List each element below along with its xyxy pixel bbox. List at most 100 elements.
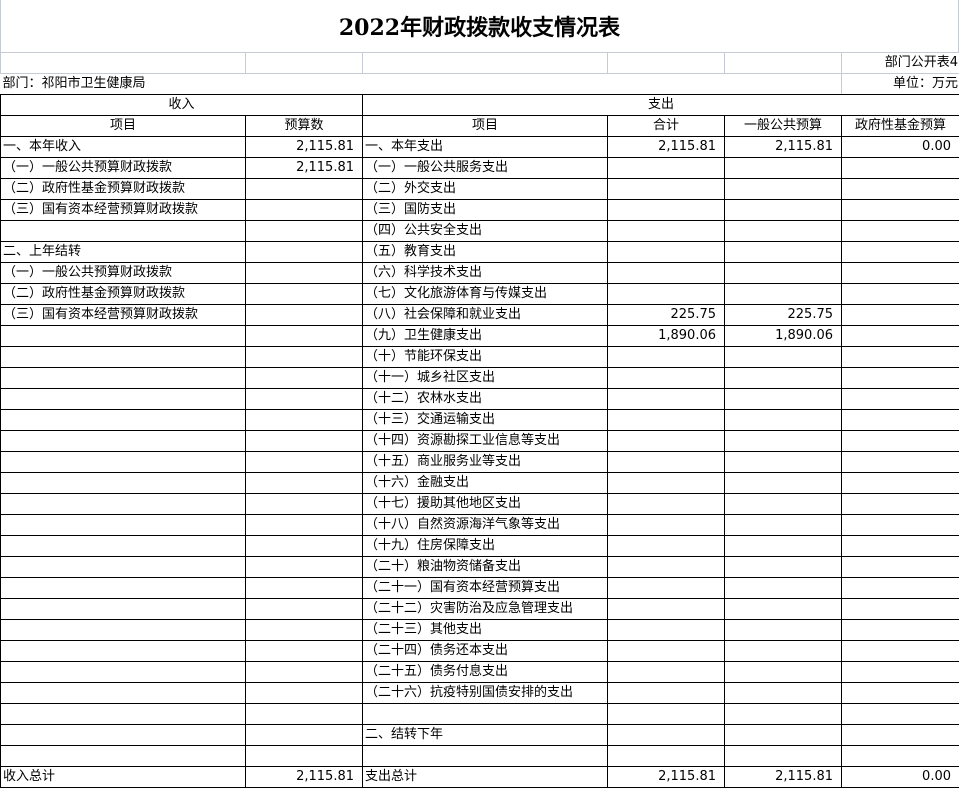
expense-item-cell: （二十三）其他支出: [363, 620, 608, 641]
table-row: （十一）城乡社区支出: [1, 368, 959, 389]
expense-fund-cell: [842, 263, 959, 284]
table-row: （三）国有资本经营预算财政拨款（三）国防支出: [1, 200, 959, 221]
income-item-cell: （二）政府性基金预算财政拨款: [1, 179, 246, 200]
expense-general-cell: [725, 347, 842, 368]
expense-total-cell: [608, 221, 725, 242]
expense-fund-cell: [842, 536, 959, 557]
expense-fund-cell: [842, 515, 959, 536]
expense-item-cell: （八）社会保障和就业支出: [363, 305, 608, 326]
expense-total-cell: [608, 158, 725, 179]
expense-item-cell: （十九）住房保障支出: [363, 536, 608, 557]
table-row: （二十）粮油物资储备支出: [1, 557, 959, 578]
income-amount-cell: [246, 704, 363, 725]
table-row: （十三）交通运输支出: [1, 410, 959, 431]
expense-fund-cell: [842, 242, 959, 263]
expense-fund-cell: [842, 368, 959, 389]
table-row: （十九）住房保障支出: [1, 536, 959, 557]
income-amount-cell: [246, 284, 363, 305]
expense-item-cell: （二十二）灾害防治及应急管理支出: [363, 599, 608, 620]
income-header: 收入: [1, 95, 363, 116]
expense-item-cell: （十二）农林水支出: [363, 389, 608, 410]
column-header-row: 项目 预算数 项目 合计 一般公共预算 政府性基金预算: [1, 116, 959, 137]
expense-fund-cell: [842, 431, 959, 452]
expense-fund-cell: [842, 284, 959, 305]
expense-total-cell: [608, 389, 725, 410]
table-row: （二十三）其他支出: [1, 620, 959, 641]
expense-item-cell: （二十一）国有资本经营预算支出: [363, 578, 608, 599]
expense-fund-cell: [842, 452, 959, 473]
expense-item-cell: （二十）粮油物资储备支出: [363, 557, 608, 578]
expense-item-cell: 二、结转下年: [363, 725, 608, 746]
income-item-cell: [1, 389, 246, 410]
expense-item-cell: （二十六）抗疫特别国债安排的支出: [363, 683, 608, 704]
form-number-row: 部门公开表4: [1, 53, 959, 74]
expense-item-cell: 支出总计: [363, 767, 608, 788]
income-item-cell: （一）一般公共预算财政拨款: [1, 158, 246, 179]
expense-fund-cell: [842, 683, 959, 704]
expense-header: 支出: [363, 95, 959, 116]
expense-item-cell: （六）科学技术支出: [363, 263, 608, 284]
income-item-header: 项目: [1, 116, 246, 137]
expense-general-cell: [725, 200, 842, 221]
expense-total-cell: 1,890.06: [608, 326, 725, 347]
expense-general-cell: [725, 389, 842, 410]
expense-fund-cell: [842, 704, 959, 725]
expense-general-cell: [725, 620, 842, 641]
income-item-cell: [1, 683, 246, 704]
expense-item-cell: [363, 746, 608, 767]
expense-general-cell: 2,115.81: [725, 767, 842, 788]
expense-total-cell: [608, 725, 725, 746]
expense-fund-header: 政府性基金预算: [842, 116, 959, 137]
expense-item-cell: （十六）金融支出: [363, 473, 608, 494]
expense-general-cell: [725, 473, 842, 494]
expense-fund-cell: [842, 725, 959, 746]
table-row: （二十二）灾害防治及应急管理支出: [1, 599, 959, 620]
expense-total-cell: [608, 578, 725, 599]
expense-total-cell: [608, 494, 725, 515]
expense-item-cell: （十）节能环保支出: [363, 347, 608, 368]
income-amount-cell: [246, 683, 363, 704]
income-item-cell: （二）政府性基金预算财政拨款: [1, 284, 246, 305]
expense-item-cell: 一、本年支出: [363, 137, 608, 158]
income-item-cell: 一、本年收入: [1, 137, 246, 158]
expense-general-cell: [725, 746, 842, 767]
expense-fund-cell: [842, 662, 959, 683]
expense-fund-cell: [842, 347, 959, 368]
expense-total-cell: [608, 242, 725, 263]
table-row: （十八）自然资源海洋气象等支出: [1, 515, 959, 536]
section-header-row: 收入 支出: [1, 95, 959, 116]
income-item-cell: [1, 452, 246, 473]
table-row: （十四）资源勘探工业信息等支出: [1, 431, 959, 452]
income-amount-cell: [246, 326, 363, 347]
expense-general-cell: [725, 158, 842, 179]
income-item-cell: [1, 431, 246, 452]
expense-fund-cell: [842, 599, 959, 620]
expense-total-cell: [608, 746, 725, 767]
income-item-cell: [1, 494, 246, 515]
expense-item-cell: （十五）商业服务业等支出: [363, 452, 608, 473]
expense-fund-cell: [842, 305, 959, 326]
table-row: [1, 704, 959, 725]
income-item-cell: 二、上年结转: [1, 242, 246, 263]
table-row: （二十四）债务还本支出: [1, 641, 959, 662]
expense-total-cell: [608, 515, 725, 536]
expense-fund-cell: [842, 410, 959, 431]
expense-fund-cell: [842, 557, 959, 578]
expense-general-cell: [725, 515, 842, 536]
table-row: （四）公共安全支出: [1, 221, 959, 242]
expense-item-cell: （一）一般公共服务支出: [363, 158, 608, 179]
expense-general-cell: [725, 662, 842, 683]
expense-general-cell: [725, 557, 842, 578]
income-item-cell: [1, 578, 246, 599]
expense-general-cell: [725, 683, 842, 704]
expense-total-cell: [608, 557, 725, 578]
expense-total-cell: [608, 263, 725, 284]
table-row: （二十六）抗疫特别国债安排的支出: [1, 683, 959, 704]
expense-fund-cell: [842, 179, 959, 200]
income-amount-cell: [246, 305, 363, 326]
income-item-cell: [1, 473, 246, 494]
income-amount-cell: 2,115.81: [246, 767, 363, 788]
income-item-cell: （三）国有资本经营预算财政拨款: [1, 305, 246, 326]
